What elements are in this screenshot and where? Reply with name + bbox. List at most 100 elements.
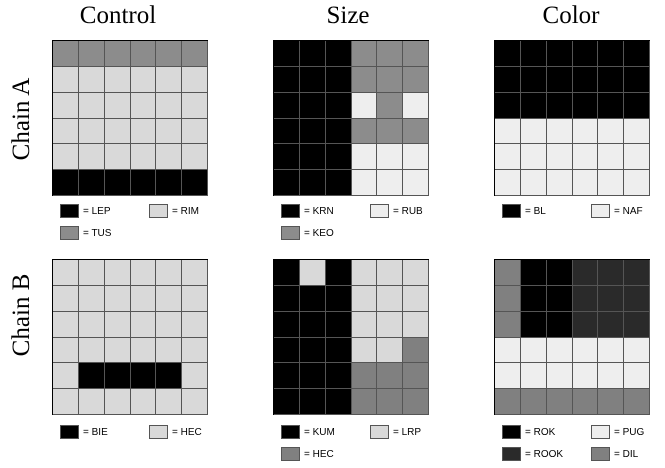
grid-cell	[130, 363, 157, 390]
legend-control-chain-b: = BIE = HEC	[60, 424, 260, 468]
grid-cell	[274, 118, 300, 145]
legend-item: = NAF	[591, 203, 643, 219]
grid-cell	[546, 118, 573, 145]
grid-cell	[403, 66, 429, 93]
legend-size-chain-a: = KRN = RUB = KEO	[281, 203, 481, 247]
grid-cell	[598, 144, 625, 171]
grid-cell	[325, 260, 352, 286]
grid-cell	[78, 66, 105, 93]
grid-cell	[351, 144, 378, 171]
legend-label: = RIM	[172, 205, 199, 217]
grid-cell	[546, 41, 573, 67]
grid-cell	[377, 260, 404, 286]
grid-cell	[546, 170, 573, 196]
grid-cell	[598, 92, 625, 119]
grid-cell	[130, 337, 157, 364]
grid-cell	[325, 389, 352, 415]
grid-cell	[78, 363, 105, 390]
grid-cell	[377, 66, 404, 93]
grid-cell	[182, 260, 208, 286]
grid-cell	[572, 170, 599, 196]
grid-cell	[377, 363, 404, 390]
grid-cell	[351, 389, 378, 415]
grid-cell	[520, 363, 547, 390]
grid-cell	[598, 285, 625, 312]
grid-cell	[572, 285, 599, 312]
legend-label: = HEC	[304, 448, 334, 460]
grid-cell	[377, 41, 404, 67]
grid-cell	[495, 170, 521, 196]
grid-cell	[104, 389, 131, 415]
grid-cell	[495, 285, 521, 312]
legend-label: = LRP	[393, 426, 422, 438]
legend-swatch	[502, 425, 521, 439]
grid-cell	[572, 260, 599, 286]
grid-cell	[520, 118, 547, 145]
grid-cell	[351, 170, 378, 196]
grid-cell	[104, 285, 131, 312]
grid-cell	[546, 311, 573, 338]
grid-cell	[53, 260, 79, 286]
grid-cell	[546, 144, 573, 171]
grid-cell	[520, 389, 547, 415]
legend-swatch	[281, 425, 300, 439]
grid-cell	[104, 170, 131, 196]
grid-cell	[598, 311, 625, 338]
grid-cell	[403, 118, 429, 145]
grid-cell	[624, 285, 650, 312]
grid-cell	[624, 363, 650, 390]
grid-cell	[377, 170, 404, 196]
grid-cell	[78, 389, 105, 415]
legend-item: = HEC	[149, 424, 202, 440]
legend-item: = LRP	[370, 424, 421, 440]
panel-color-chain-b-grid	[494, 259, 650, 415]
grid-cell	[624, 41, 650, 67]
legend-color-chain-a: = BL = NAF	[502, 203, 665, 247]
grid-cell	[78, 311, 105, 338]
grid-cell	[78, 170, 105, 196]
grid-cell	[325, 92, 352, 119]
grid-cell	[351, 260, 378, 286]
grid-cell	[325, 118, 352, 145]
grid-cell	[299, 311, 326, 338]
grid-cell	[403, 41, 429, 67]
grid-cell	[78, 337, 105, 364]
grid-cell	[130, 311, 157, 338]
grid-cell	[130, 92, 157, 119]
grid-cell	[156, 144, 183, 171]
grid-cell	[53, 66, 79, 93]
grid-cell	[520, 170, 547, 196]
grid-cell	[598, 389, 625, 415]
grid-cell	[325, 144, 352, 171]
legend-color-chain-b: = ROK = PUG = ROOK = DIL	[502, 424, 665, 468]
row-title-chain-b: Chain B	[8, 273, 35, 357]
grid-cell	[156, 118, 183, 145]
grid-cell	[546, 66, 573, 93]
grid-cell	[325, 170, 352, 196]
grid-cell	[495, 363, 521, 390]
grid-cell	[53, 363, 79, 390]
legend-item: = HEC	[281, 446, 334, 462]
grid-cell	[351, 337, 378, 364]
grid-cell	[495, 389, 521, 415]
legend-label: = KEO	[304, 227, 334, 239]
grid-cell	[546, 285, 573, 312]
grid-cell	[598, 66, 625, 93]
grid-cell	[598, 170, 625, 196]
grid-cell	[182, 311, 208, 338]
grid-cell	[78, 92, 105, 119]
grid-cell	[156, 363, 183, 390]
legend-swatch	[591, 425, 610, 439]
grid-cell	[624, 144, 650, 171]
grid-cell	[624, 389, 650, 415]
grid-cell	[325, 285, 352, 312]
grid-cell	[182, 41, 208, 67]
grid-cell	[78, 260, 105, 286]
legend-swatch	[60, 204, 79, 218]
grid-cell	[274, 285, 300, 312]
grid-cell	[104, 260, 131, 286]
grid-cell	[299, 337, 326, 364]
grid-cell	[299, 389, 326, 415]
grid-cell	[156, 260, 183, 286]
grid-cell	[299, 66, 326, 93]
